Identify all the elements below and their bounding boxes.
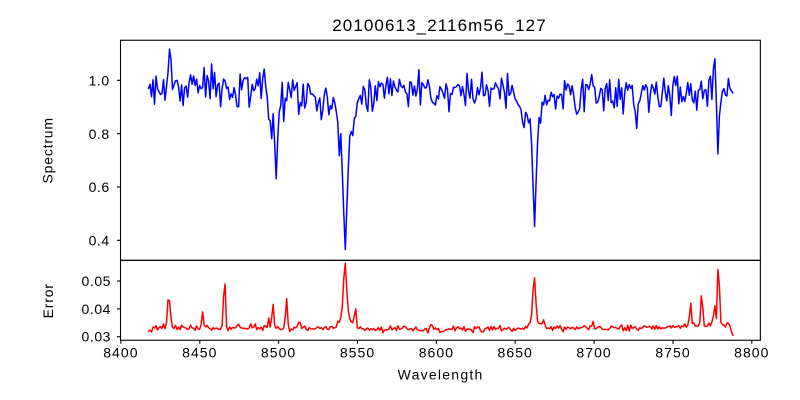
svg-text:8400: 8400	[103, 344, 138, 360]
svg-text:8600: 8600	[419, 344, 454, 360]
svg-text:Spectrum: Spectrum	[40, 117, 56, 183]
svg-text:0.05: 0.05	[82, 273, 111, 289]
svg-text:Error: Error	[40, 283, 56, 318]
svg-text:1.0: 1.0	[89, 73, 110, 89]
svg-text:8750: 8750	[655, 344, 690, 360]
svg-text:8650: 8650	[498, 344, 533, 360]
svg-text:8800: 8800	[734, 344, 769, 360]
svg-text:0.6: 0.6	[89, 179, 110, 195]
svg-text:8500: 8500	[261, 344, 296, 360]
svg-text:8550: 8550	[340, 344, 375, 360]
svg-text:0.4: 0.4	[89, 233, 110, 249]
svg-text:8700: 8700	[576, 344, 611, 360]
svg-text:0.8: 0.8	[89, 126, 110, 142]
svg-text:20100613_2116m56_127: 20100613_2116m56_127	[332, 16, 547, 35]
svg-text:8450: 8450	[182, 344, 217, 360]
svg-text:0.03: 0.03	[82, 329, 111, 345]
svg-text:0.04: 0.04	[82, 301, 111, 317]
svg-text:Wavelength: Wavelength	[398, 366, 484, 382]
